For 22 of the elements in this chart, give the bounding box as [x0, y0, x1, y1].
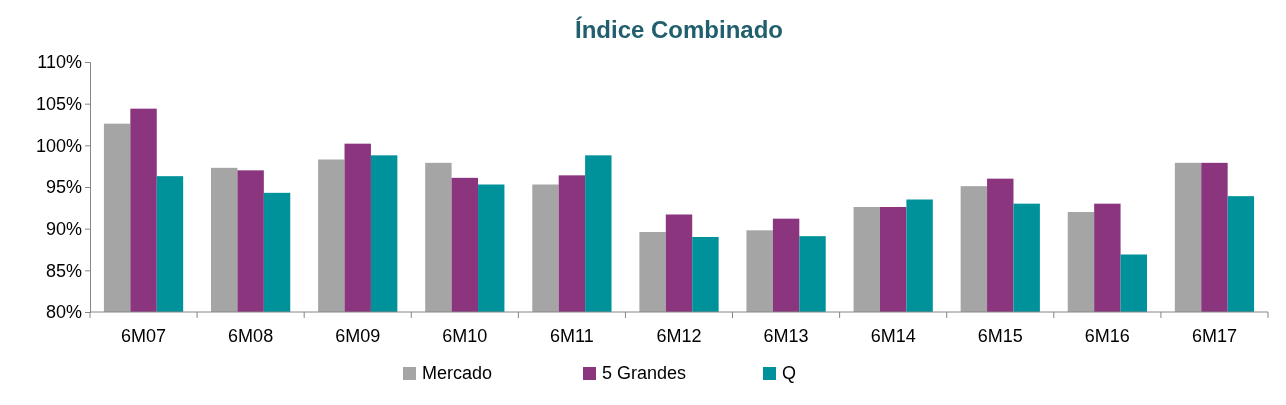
x-tick-label: 6M10 [442, 326, 488, 346]
y-tick-label: 110% [37, 52, 82, 73]
y-tick-label: 85% [45, 260, 82, 281]
y-tick-label: 100% [35, 135, 82, 156]
y-tick-label: 90% [45, 218, 82, 239]
y-tick-label: 95% [45, 177, 82, 198]
x-tick-label: 6M13 [763, 326, 809, 346]
x-tick-label: 6M12 [656, 326, 702, 346]
y-tick-label: 105% [35, 93, 82, 114]
x-tick-label: 6M08 [228, 326, 274, 346]
x-tick-label: 6M15 [977, 326, 1023, 346]
legend-label: 5 Grandes [602, 363, 687, 383]
x-tick-label: 6M17 [1191, 326, 1237, 346]
x-tick-label: 6M07 [121, 326, 167, 346]
y-tick-label: 80% [45, 302, 82, 323]
x-tick-label: 6M14 [870, 326, 916, 346]
x-tick-label: 6M09 [335, 326, 381, 346]
legend-label: Q [782, 363, 797, 383]
legend-label: Mercado [422, 363, 493, 383]
chart-title: Índice Combinado [574, 16, 784, 43]
x-tick-label: 6M11 [550, 326, 594, 346]
x-tick-label: 6M16 [1084, 326, 1130, 346]
